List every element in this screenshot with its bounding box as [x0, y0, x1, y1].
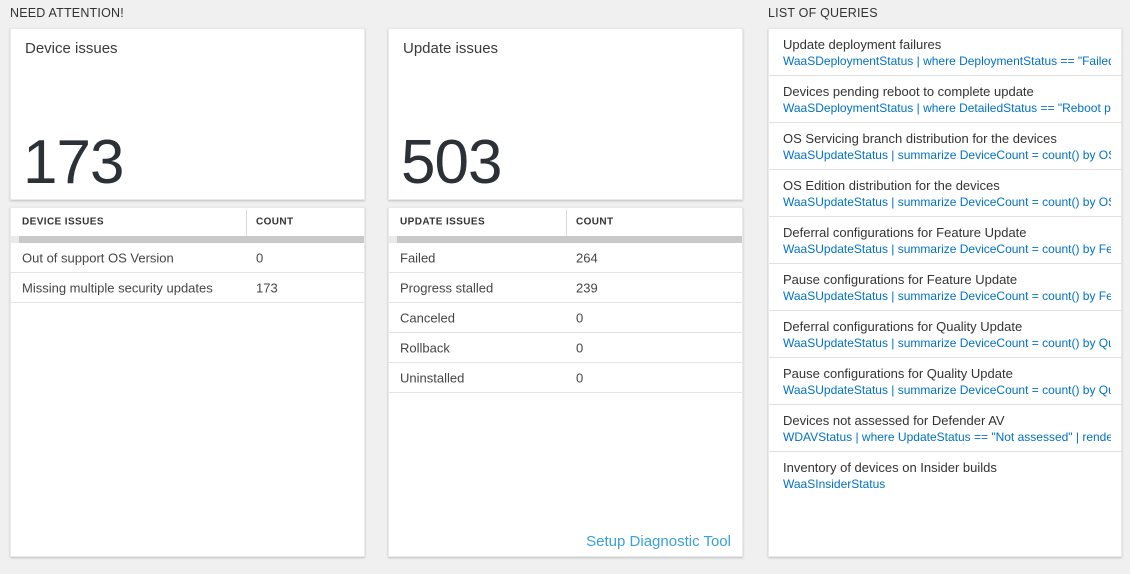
list-of-queries-header: LIST OF QUERIES — [768, 6, 878, 20]
query-title: Devices pending reboot to complete updat… — [783, 84, 1034, 99]
row-count: 239 — [576, 280, 598, 295]
query-title: Deferral configurations for Feature Upda… — [783, 225, 1027, 240]
column-header-count: COUNT — [576, 216, 614, 228]
query-title: Devices not assessed for Defender AV — [783, 413, 1005, 428]
query-text: WaaSUpdateStatus | summarize DeviceCount… — [783, 242, 1111, 256]
setup-diagnostic-tool-link[interactable]: Setup Diagnostic Tool — [586, 533, 731, 550]
query-item-pending-reboot[interactable]: Devices pending reboot to complete updat… — [769, 76, 1121, 123]
table-row-missing-updates[interactable]: Missing multiple security updates 173 — [11, 273, 364, 303]
update-issues-title: Update issues — [403, 40, 499, 57]
query-item-pause-quality-update[interactable]: Pause configurations for Quality Update … — [769, 358, 1121, 405]
query-item-pause-feature-update[interactable]: Pause configurations for Feature Update … — [769, 264, 1121, 311]
row-label: Canceled — [400, 310, 455, 325]
row-count: 264 — [576, 250, 598, 265]
row-label: Progress stalled — [400, 280, 494, 295]
device-issues-title: Device issues — [25, 40, 118, 57]
table-row-failed[interactable]: Failed 264 — [389, 243, 742, 273]
query-text: WaaSUpdateStatus | summarize DeviceCount… — [783, 336, 1111, 350]
query-item-update-deployment-failures[interactable]: Update deployment failures WaaSDeploymen… — [769, 29, 1121, 76]
column-divider — [566, 210, 567, 236]
row-label: Failed — [400, 250, 436, 265]
query-text: WaaSUpdateStatus | summarize DeviceCount… — [783, 289, 1111, 303]
query-text: WDAVStatus | where UpdateStatus == "Not … — [783, 430, 1111, 444]
need-attention-header: NEED ATTENTION! — [10, 6, 124, 20]
query-text: WaaSUpdateStatus | summarize DeviceCount… — [783, 148, 1111, 162]
query-title: Pause configurations for Quality Update — [783, 366, 1013, 381]
query-item-deferral-feature-update[interactable]: Deferral configurations for Feature Upda… — [769, 217, 1121, 264]
query-title: Pause configurations for Feature Update — [783, 272, 1018, 287]
query-item-defender-av-not-assessed[interactable]: Devices not assessed for Defender AV WDA… — [769, 405, 1121, 452]
row-count: 173 — [256, 280, 278, 295]
table-row-canceled[interactable]: Canceled 0 — [389, 303, 742, 333]
row-label: Out of support OS Version — [22, 250, 174, 265]
row-count: 0 — [576, 370, 584, 385]
query-title: OS Servicing branch distribution for the… — [783, 131, 1057, 146]
query-title: OS Edition distribution for the devices — [783, 178, 1000, 193]
column-header-device-issues: DEVICE ISSUES — [22, 216, 104, 228]
query-text: WaaSInsiderStatus — [783, 477, 886, 491]
row-label: Missing multiple security updates — [22, 280, 213, 295]
query-text: WaaSUpdateStatus | summarize DeviceCount… — [783, 195, 1111, 209]
device-issues-table-header: DEVICE ISSUES COUNT — [11, 208, 364, 236]
column-header-update-issues: UPDATE ISSUES — [400, 216, 486, 228]
column-divider — [246, 210, 247, 236]
update-issues-table-header: UPDATE ISSUES COUNT — [389, 208, 742, 236]
table-row-uninstalled[interactable]: Uninstalled 0 — [389, 363, 742, 393]
horizontal-scrollbar[interactable] — [389, 236, 742, 243]
table-row-progress-stalled[interactable]: Progress stalled 239 — [389, 273, 742, 303]
query-title: Update deployment failures — [783, 37, 942, 52]
update-issues-count: 503 — [401, 127, 502, 197]
query-item-os-servicing-branch[interactable]: OS Servicing branch distribution for the… — [769, 123, 1121, 170]
column-header-count: COUNT — [256, 216, 294, 228]
query-text: WaaSDeploymentStatus | where DeploymentS… — [783, 54, 1111, 68]
horizontal-scrollbar[interactable] — [11, 236, 364, 243]
queries-panel: Update deployment failures WaaSDeploymen… — [768, 28, 1122, 557]
row-label: Uninstalled — [400, 370, 465, 385]
table-row-out-of-support[interactable]: Out of support OS Version 0 — [11, 243, 364, 273]
query-text: WaaSDeploymentStatus | where DetailedSta… — [783, 101, 1111, 115]
query-title: Deferral configurations for Quality Upda… — [783, 319, 1023, 334]
row-label: Rollback — [400, 340, 450, 355]
query-item-insider-builds[interactable]: Inventory of devices on Insider builds W… — [769, 452, 1121, 499]
query-item-deferral-quality-update[interactable]: Deferral configurations for Quality Upda… — [769, 311, 1121, 358]
update-issues-table: UPDATE ISSUES COUNT Failed 264 Progress … — [388, 207, 743, 557]
row-count: 0 — [256, 250, 264, 265]
scrollbar-thumb[interactable] — [397, 236, 742, 243]
query-text: WaaSUpdateStatus | summarize DeviceCount… — [783, 383, 1111, 397]
query-item-os-edition[interactable]: OS Edition distribution for the devices … — [769, 170, 1121, 217]
device-issues-count: 173 — [23, 127, 124, 197]
scrollbar-thumb[interactable] — [19, 236, 364, 243]
table-row-rollback[interactable]: Rollback 0 — [389, 333, 742, 363]
device-issues-table: DEVICE ISSUES COUNT Out of support OS Ve… — [10, 207, 365, 557]
row-count: 0 — [576, 310, 584, 325]
device-issues-tile[interactable]: Device issues 173 — [10, 28, 365, 200]
row-count: 0 — [576, 340, 584, 355]
query-title: Inventory of devices on Insider builds — [783, 460, 997, 475]
update-issues-tile[interactable]: Update issues 503 — [388, 28, 743, 200]
